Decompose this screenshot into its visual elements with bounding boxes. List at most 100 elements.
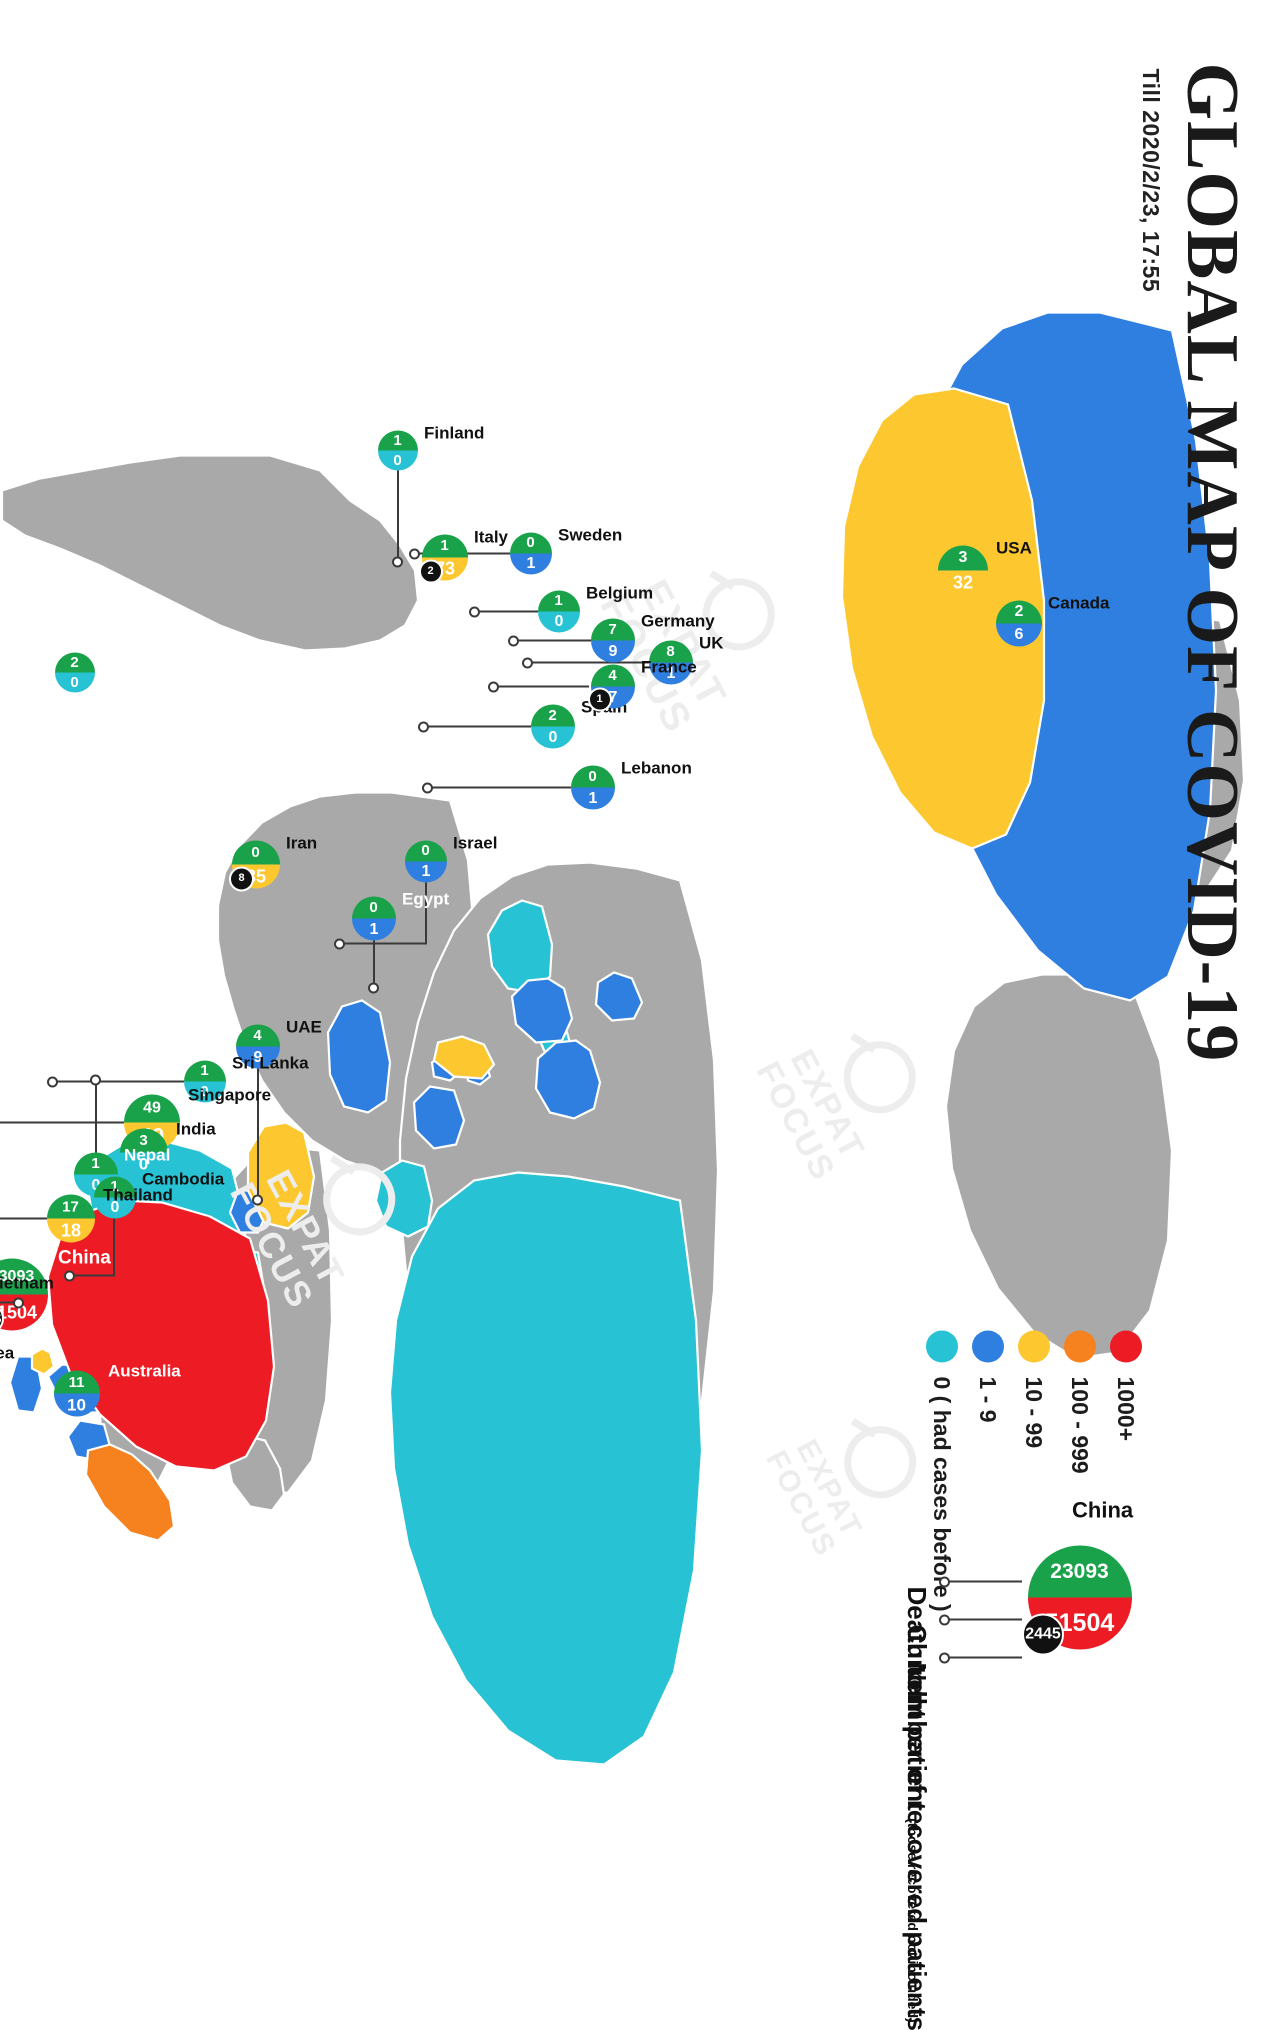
pie-marker[interactable]: 11 10 (54, 1370, 100, 1416)
marker-leader-dot (409, 548, 420, 559)
marker-label: Australia (108, 1361, 181, 1380)
marker-label: Finland (424, 423, 485, 442)
marker-leader (427, 725, 531, 727)
legend-swatch-orange (1064, 1330, 1096, 1362)
marker-label: USA (996, 538, 1032, 557)
marker-iran[interactable]: 0 35 8 Iran (229, 833, 317, 891)
marker-leader-dot (368, 982, 379, 993)
country-japan (84, 1442, 176, 1542)
marker-label: China (58, 1247, 111, 1268)
pie-half-recovered: 2 (531, 704, 575, 726)
pie-half-recovered: 0 (232, 840, 280, 864)
marker-france[interactable]: 4 7 1 France (488, 657, 697, 711)
landmass-greenland (944, 972, 1174, 1360)
marker-leader-dot (469, 606, 480, 617)
marker-usa[interactable]: 3 32 USA (938, 538, 1032, 595)
legend-swatch-yellow (1018, 1330, 1050, 1362)
country-finland (374, 1158, 434, 1238)
pie-half-current: 1 (352, 918, 396, 940)
marker-leader (73, 1274, 115, 1276)
legend-item-zero: 0 ( had cases before ) (926, 1330, 958, 1611)
pie-marker[interactable]: 23093 51504 2445 (0, 1258, 48, 1334)
pie-half-current: 10 (54, 1393, 100, 1416)
marker-leader-dot (13, 1297, 24, 1308)
pie-marker[interactable]: 1 73 2 (419, 534, 468, 583)
callout-leader-recovered (948, 1656, 1022, 1658)
pie-marker[interactable]: 1 0 (538, 590, 580, 632)
legend-example-marker: 23093 51504 2445 China (1022, 1497, 1133, 1655)
marker-leader (478, 610, 538, 612)
marker-label: Canada (1048, 593, 1110, 612)
marker-israel[interactable]: 0 1 Israel (334, 833, 497, 949)
legend-item-1-9: 1 - 9 (972, 1330, 1004, 1611)
landmass-south-america (0, 453, 420, 652)
country-france-shape (510, 976, 574, 1044)
pie-marker[interactable]: 0 1 (510, 532, 552, 574)
pie-marker[interactable]: 2 0 (531, 704, 575, 748)
pie-half-current: 51504 (0, 1294, 48, 1330)
marker-lebanon[interactable]: 0 1 Lebanon (422, 758, 692, 809)
covid-map-poster: EXPAT FOCUS EXPAT FOCUS EXPAT FOCUS EXPA… (0, 0, 1280, 1865)
marker-leader (343, 942, 427, 944)
marker-leader-dot (508, 635, 519, 646)
pie-half-recovered: 1 (422, 534, 468, 557)
marker-thailand[interactable]: 17 18 Thailand (0, 1185, 173, 1242)
marker-australia[interactable]: 11 10 Australia (54, 1361, 181, 1416)
marker-germany[interactable]: 7 9 Germany (508, 611, 715, 662)
marker-leader (373, 940, 375, 984)
pie-marker[interactable]: 17 18 (47, 1194, 95, 1242)
page-subtitle: Till 2020/2/23, 17:55 (1138, 68, 1164, 292)
pie-marker[interactable]: 2 6 (996, 600, 1042, 646)
pie-marker[interactable]: 2 0 (55, 652, 95, 692)
pie-half-recovered: 11 (54, 1370, 100, 1393)
legend-swatch-red (1110, 1330, 1142, 1362)
country-spain-shape (486, 898, 554, 994)
pie-marker[interactable]: 3 32 (938, 545, 988, 595)
pie-marker[interactable]: 7 9 (591, 618, 635, 662)
marker-leader (95, 1080, 97, 1152)
pie-marker[interactable]: 0 1 (571, 765, 615, 809)
marker-spain[interactable]: 2 0 Spain (418, 697, 627, 748)
pie-half-recovered: 2 (996, 600, 1042, 623)
death-toll-badge: 2445 (1022, 1613, 1064, 1655)
marker-italy[interactable]: 1 73 2 Italy (419, 527, 508, 583)
pie-half-recovered: 23093 (1028, 1545, 1132, 1597)
death-toll-badge: 1 (588, 687, 612, 711)
callout-leader-death (948, 1580, 1022, 1582)
death-toll-value: 2445 (1025, 1625, 1061, 1642)
pie-marker[interactable]: 0 1 (405, 840, 447, 882)
marker-leader (431, 786, 571, 788)
pie-marker[interactable]: 4 7 1 (588, 664, 635, 711)
marker-egypt[interactable]: 0 1 Egypt (352, 889, 449, 993)
pie-half-current: 0 (378, 450, 418, 470)
marker-leader-dot (47, 1076, 58, 1087)
pie-marker[interactable]: 1 0 (378, 430, 418, 470)
marker-label: Russia (101, 645, 157, 664)
pie-half-recovered: 4 (591, 664, 635, 686)
pie-recovered-value: 23093 (1050, 1559, 1110, 1583)
marker-belgium[interactable]: 1 0 Belgium (469, 583, 653, 632)
callout-recovered: Number of recovered patients (902, 1662, 932, 2030)
pie-half-current: 1 (405, 861, 447, 882)
marker-leader (397, 470, 399, 558)
marker-leader-dot (252, 1194, 263, 1205)
death-toll-badge: 8 (229, 866, 254, 891)
pie-half-current: 0 (55, 672, 95, 692)
marker-label: India (176, 1119, 216, 1138)
marker-leader-dot (488, 681, 499, 692)
pie-marker[interactable]: 0 35 8 (229, 840, 280, 891)
marker-finland[interactable]: 1 0 Finland (378, 423, 484, 567)
marker-label: Nepal (124, 1145, 171, 1164)
pie-half-recovered: 0 (352, 896, 396, 918)
marker-china[interactable]: 23093 51504 2445 China (0, 1247, 111, 1334)
pie-half-current: 18 (47, 1218, 95, 1242)
marker-sweden[interactable]: 0 1 Sweden (409, 525, 622, 574)
marker-russia[interactable]: 2 0 Russia (55, 645, 157, 692)
pie-marker[interactable]: 0 1 (352, 896, 396, 940)
pie-half-recovered: 1 (74, 1152, 118, 1174)
marker-label: Italy (474, 527, 509, 546)
marker-canada[interactable]: 2 6 Canada (996, 593, 1109, 646)
marker-label: Singapore (188, 1085, 272, 1104)
world-map (0, 310, 1246, 1766)
marker-label: Belgium (586, 583, 654, 602)
